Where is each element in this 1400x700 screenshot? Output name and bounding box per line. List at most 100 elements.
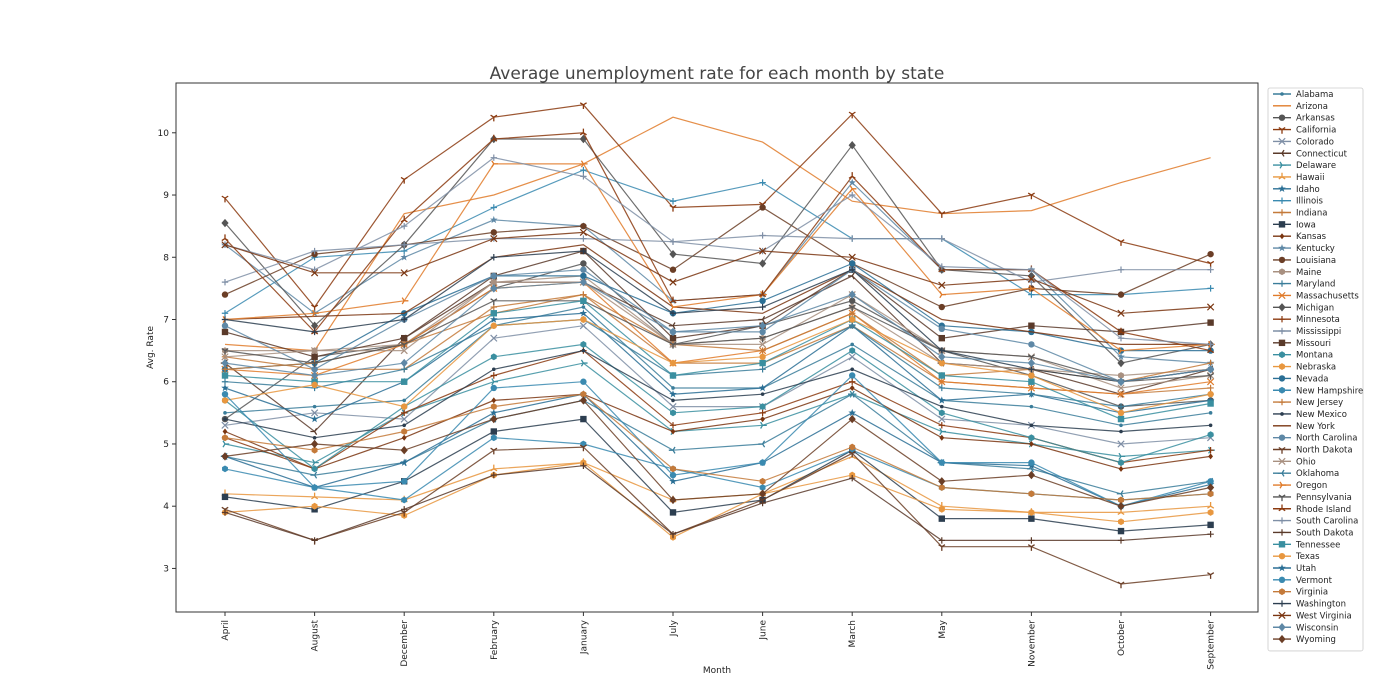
legend-marker	[1279, 386, 1285, 394]
legend-box	[1267, 87, 1364, 652]
legend-label: Nebraska	[1296, 363, 1336, 373]
data-point	[489, 215, 498, 224]
data-point	[1118, 465, 1124, 472]
data-point	[580, 297, 587, 305]
data-point	[938, 303, 945, 311]
data-point	[312, 459, 319, 467]
legend-label: Virginia	[1296, 588, 1328, 598]
data-point	[221, 291, 229, 298]
legend-label: Utah	[1296, 564, 1316, 574]
data-point	[1028, 509, 1035, 516]
legend-marker	[1278, 375, 1286, 382]
legend-label: Wyoming	[1296, 635, 1336, 645]
data-point	[310, 415, 319, 423]
legend-entry: Pennsylvania	[1273, 493, 1352, 503]
legend-label: New York	[1296, 422, 1335, 432]
data-point	[580, 378, 587, 385]
data-point	[401, 409, 408, 417]
data-point	[1027, 275, 1036, 283]
legend-marker	[1278, 398, 1286, 406]
data-point	[580, 160, 588, 168]
series-wisconsin	[221, 277, 1215, 386]
legend-entry: North Carolina	[1273, 434, 1357, 444]
data-point	[759, 303, 766, 311]
series-line	[224, 138, 1211, 364]
legend-label: Vermont	[1296, 576, 1333, 586]
data-point	[670, 409, 676, 417]
series-line	[224, 300, 1211, 420]
data-point	[311, 247, 318, 255]
data-point	[1207, 509, 1214, 516]
data-point	[669, 278, 677, 286]
data-point	[490, 254, 497, 261]
legend-label: Montana	[1296, 351, 1333, 361]
legend-entry: Nebraska	[1273, 363, 1336, 373]
data-point	[848, 353, 856, 361]
legend-label: New Mexico	[1296, 410, 1347, 420]
data-point	[401, 434, 407, 441]
legend-label: Alabama	[1296, 90, 1333, 100]
legend-marker	[1279, 481, 1287, 489]
data-point	[401, 506, 408, 513]
data-point	[938, 384, 945, 392]
data-point	[1028, 434, 1035, 442]
data-point	[669, 390, 677, 398]
legend-entry: Missouri	[1273, 339, 1331, 349]
data-point	[312, 309, 319, 317]
legend-label: West Virginia	[1296, 611, 1352, 621]
data-point	[1207, 365, 1215, 374]
y-axis-title: Avg. Rate	[146, 326, 156, 369]
data-point	[222, 428, 228, 435]
data-point	[938, 484, 945, 491]
data-point	[848, 390, 855, 398]
series-connecticut	[220, 272, 1214, 436]
data-point	[849, 384, 855, 391]
series-line	[224, 461, 1211, 539]
data-point	[759, 347, 766, 354]
data-point	[1207, 572, 1215, 579]
series-line	[224, 446, 1211, 585]
plot-frame	[175, 82, 1259, 613]
series-line	[224, 104, 1211, 308]
data-point	[400, 253, 409, 261]
legend-marker	[1278, 339, 1286, 347]
series-rhode-island	[221, 128, 1215, 354]
data-point	[848, 304, 856, 312]
data-point	[312, 435, 317, 440]
data-point	[221, 195, 229, 203]
data-point	[1118, 496, 1124, 504]
legend-marker	[1278, 517, 1286, 524]
legend-label: Oregon	[1296, 481, 1327, 491]
data-point	[580, 272, 587, 280]
series-line	[224, 281, 1211, 389]
legend-entry: North Dakota	[1273, 446, 1353, 456]
series-oregon	[222, 160, 1215, 355]
data-point	[221, 378, 229, 385]
data-point	[1028, 291, 1035, 298]
data-point	[1206, 396, 1215, 404]
series-south-dakota	[221, 462, 1214, 544]
data-point	[938, 281, 946, 289]
data-point	[311, 360, 319, 368]
data-point	[1028, 390, 1035, 398]
data-point	[1117, 384, 1125, 392]
data-point	[1208, 423, 1213, 428]
data-point	[848, 111, 856, 119]
legend-label: Massachusetts	[1296, 291, 1359, 301]
series-virginia	[222, 390, 1214, 504]
data-point	[402, 423, 407, 428]
data-point	[1029, 440, 1034, 447]
data-point	[489, 408, 498, 417]
data-point	[489, 315, 498, 323]
data-point	[400, 269, 408, 277]
legend-entry: Delaware	[1273, 161, 1336, 171]
data-point	[1117, 309, 1125, 317]
legend-entry: Colorado	[1273, 137, 1334, 147]
legend-marker	[1278, 221, 1286, 228]
series-wyoming	[221, 396, 1215, 511]
series-north-dakota	[221, 444, 1215, 589]
data-point	[849, 235, 856, 242]
data-point	[400, 346, 408, 355]
y-tick-label: 9	[163, 191, 169, 201]
data-point	[759, 328, 766, 336]
